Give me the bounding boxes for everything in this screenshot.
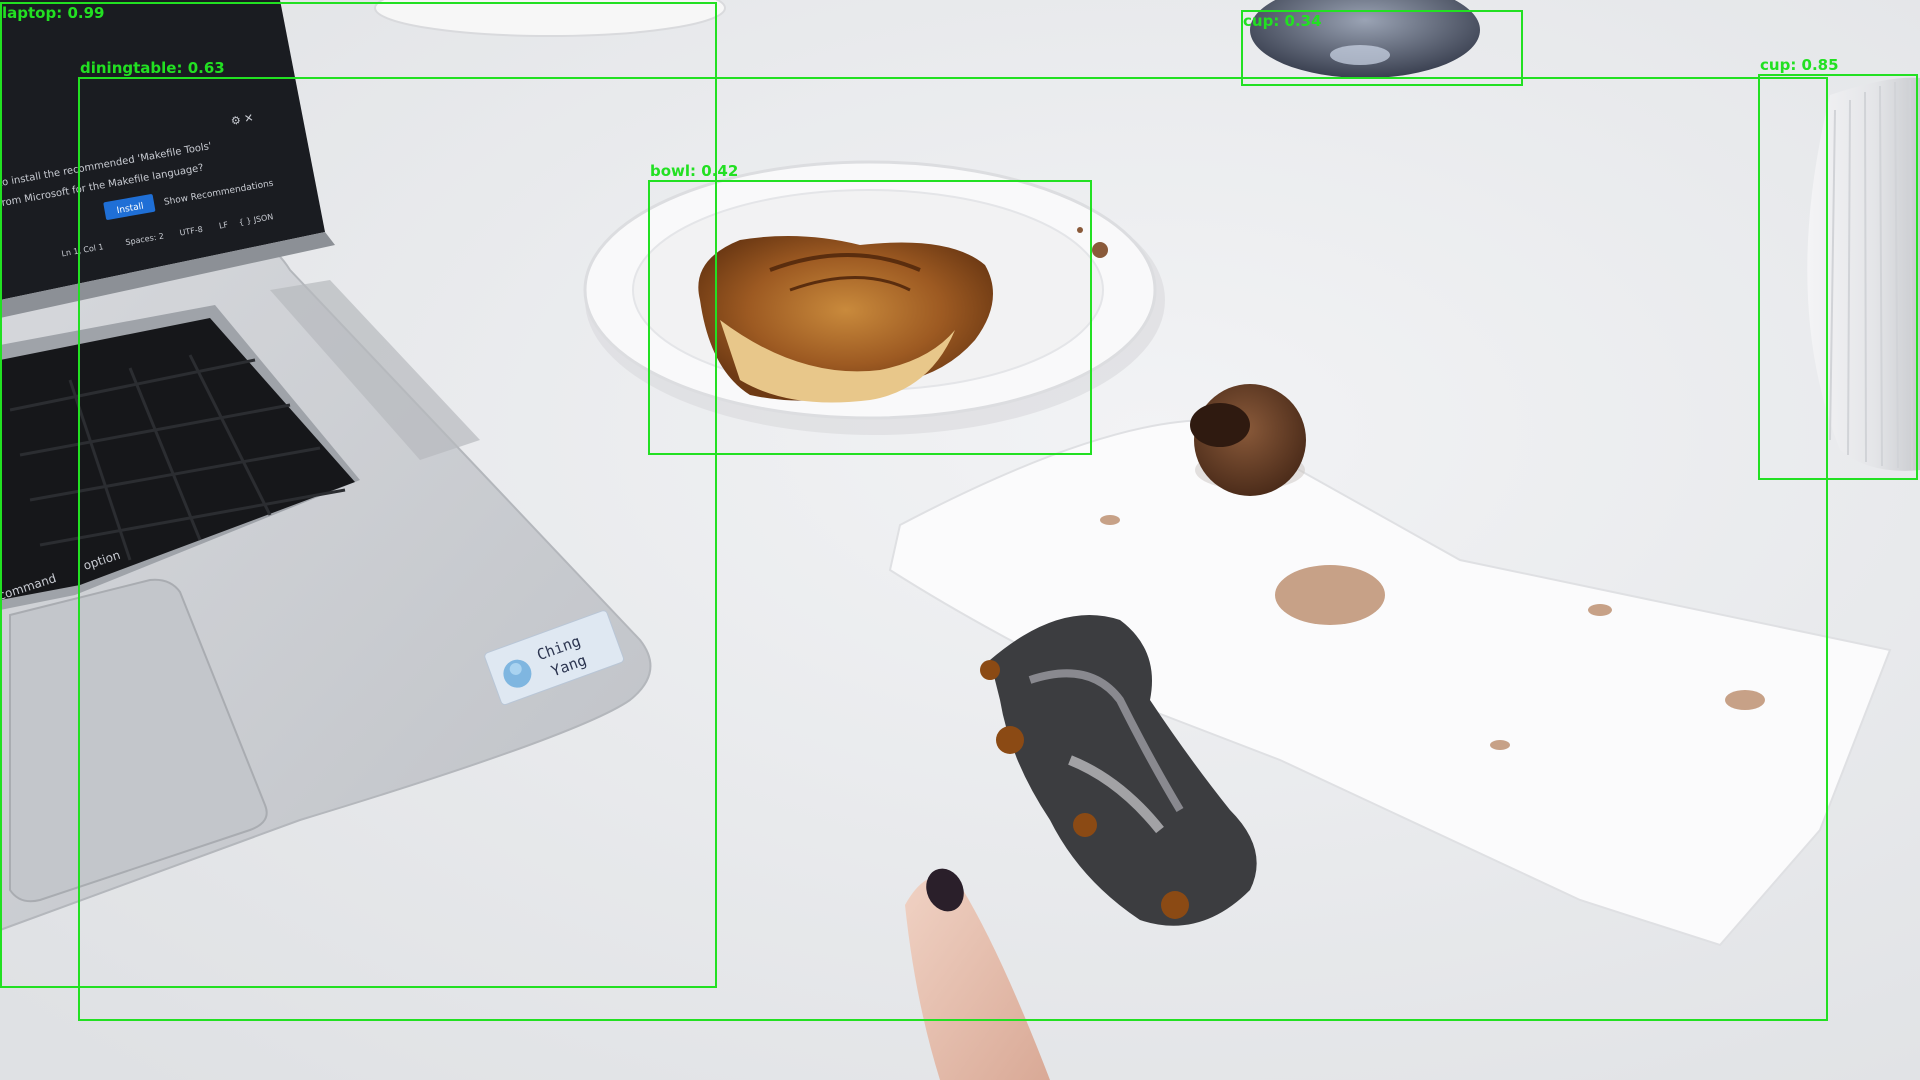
detection-label-bowl: bowl: 0.42	[650, 162, 739, 180]
install-button[interactable]	[103, 194, 156, 220]
detection-label-laptop: laptop: 0.99	[2, 4, 105, 22]
white-cup	[1807, 77, 1920, 471]
detection-label-cup-top: cup: 0.34	[1243, 12, 1322, 30]
install-button-label: Install	[116, 202, 144, 217]
chocolate-ball	[1190, 384, 1306, 496]
status-encoding: UTF-8	[179, 225, 204, 238]
paper-towel-stains	[1100, 515, 1765, 750]
detection-box-cup-top: cup: 0.34	[1241, 10, 1523, 86]
settings-gear-icon[interactable]: ⚙ ✕	[230, 111, 254, 128]
detection-label-cup-right: cup: 0.85	[1760, 56, 1839, 74]
plate-top-edge	[374, 0, 726, 37]
pastry	[698, 227, 1108, 403]
status-eol: LF	[218, 220, 229, 231]
finger	[905, 868, 1050, 1080]
trackpad	[9, 578, 268, 903]
glass-bowl-highlight	[1330, 45, 1390, 65]
keyboard-keys	[9, 354, 346, 561]
hair-clip	[980, 615, 1257, 926]
name-sticker: Ching Yang	[484, 610, 625, 706]
detection-label-diningtable: diningtable: 0.63	[80, 59, 225, 77]
detection-box-laptop: laptop: 0.99	[0, 2, 717, 988]
laptop	[0, 0, 652, 932]
detection-box-diningtable: diningtable: 0.63	[78, 59, 1828, 1021]
detection-box-cup-right: cup: 0.85	[1758, 56, 1918, 480]
detection-box-bowl: bowl: 0.42	[648, 162, 1092, 455]
paper-towel	[888, 418, 1892, 947]
glass-bowl	[1250, 0, 1480, 78]
